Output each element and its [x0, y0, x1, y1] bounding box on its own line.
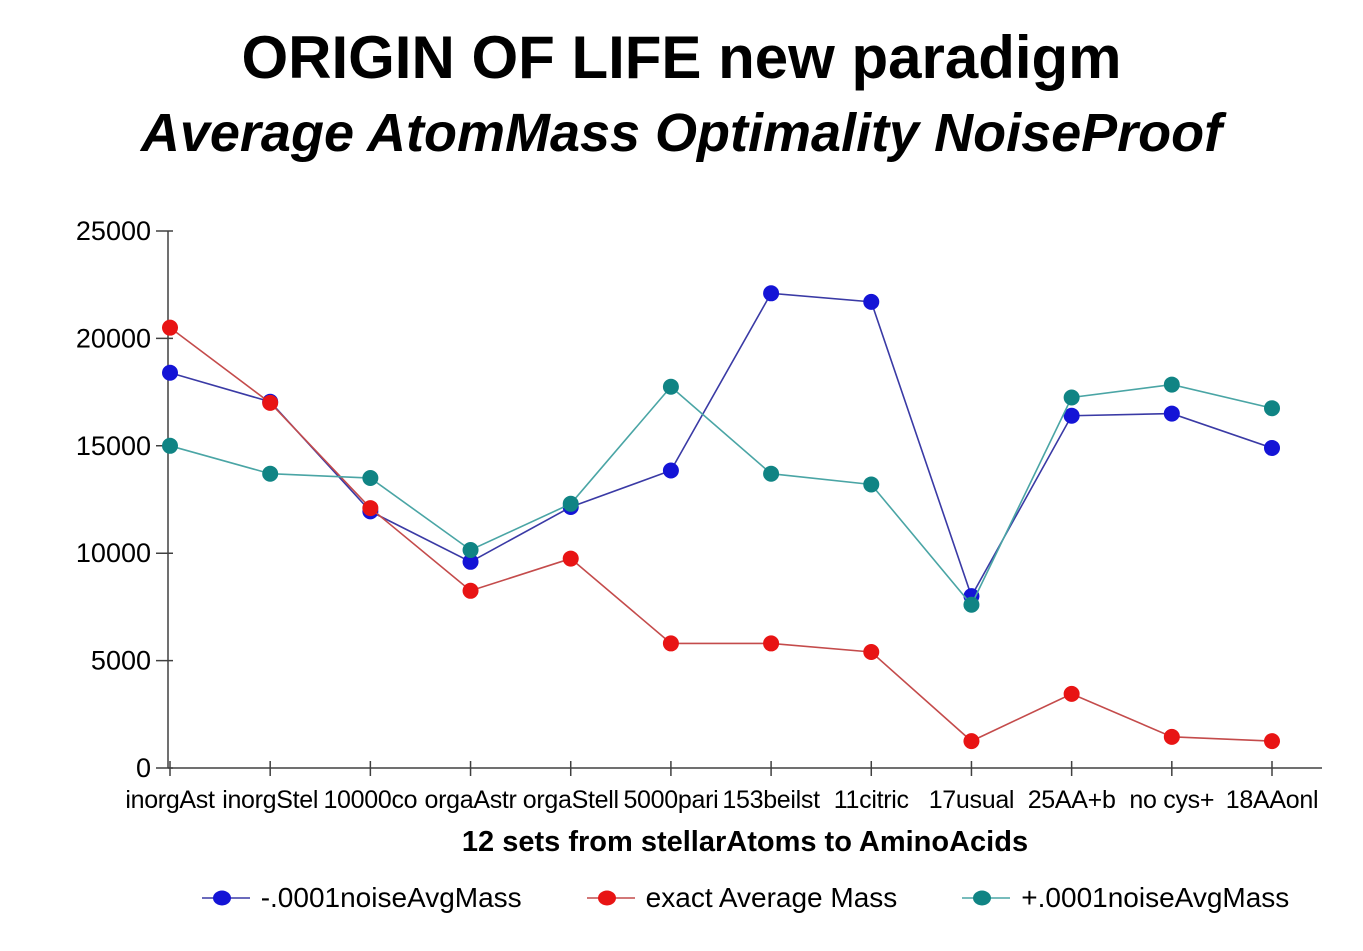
data-point-series2 — [462, 541, 479, 558]
x-tick-label: 25AA+b — [1028, 786, 1116, 814]
legend-label: +.0001noiseAvgMass — [1021, 882, 1290, 913]
x-axis-title: 12 sets from stellarAtoms to AminoAcids — [461, 826, 1029, 858]
data-point-series0 — [662, 462, 679, 479]
data-point-series2 — [162, 437, 178, 454]
y-tick-label: 10000 — [76, 538, 151, 568]
legend-marker-noise-minus — [201, 888, 251, 908]
x-tick-label: 11citric — [834, 786, 909, 814]
y-tick-label: 15000 — [76, 431, 151, 461]
data-point-series1 — [1063, 685, 1080, 702]
data-point-series1 — [1264, 733, 1280, 750]
legend-label: exact Average Mass — [645, 882, 898, 913]
legend-item-exact: exact Average Mass — [586, 882, 898, 914]
legend-marker-glyph — [962, 890, 1011, 906]
legend-marker-dot — [212, 890, 231, 906]
data-point-series0 — [1264, 439, 1280, 456]
data-point-series2 — [262, 465, 279, 482]
y-tick-label: 0 — [136, 753, 151, 783]
data-point-series2 — [763, 465, 780, 482]
data-point-series1 — [562, 550, 579, 567]
data-point-series1 — [662, 635, 679, 652]
x-tick-label: no cys+ — [1129, 786, 1214, 814]
data-point-series2 — [963, 596, 980, 613]
legend-marker-glyph — [201, 890, 250, 906]
data-point-series1 — [863, 644, 880, 661]
data-point-series0 — [1163, 405, 1180, 422]
legend: -.0001noiseAvgMass exact Average Mass +.… — [168, 882, 1322, 914]
legend-marker-dot — [973, 890, 992, 906]
y-tick-label: 5000 — [91, 646, 151, 676]
data-point-series0 — [863, 293, 880, 310]
data-point-series2 — [1063, 389, 1080, 406]
x-tick-label: 10000co — [323, 786, 417, 814]
legend-item-noise-minus: -.0001noiseAvgMass — [201, 882, 522, 914]
data-point-series0 — [1063, 407, 1080, 424]
chart-title: ORIGIN OF LIFE new paradigm — [241, 24, 1122, 91]
x-tick-label: inorgStel — [222, 786, 318, 814]
series-line-0 — [169, 292, 1273, 599]
legend-marker-glyph — [586, 890, 635, 906]
data-point-series1 — [763, 635, 780, 652]
data-point-series0 — [462, 553, 479, 570]
data-point-series1 — [1163, 728, 1180, 745]
data-point-series2 — [362, 470, 379, 487]
legend-marker-noise-plus — [961, 888, 1011, 908]
legend-label: -.0001noiseAvgMass — [260, 882, 522, 913]
x-tick-label: 18AAonl — [1226, 786, 1318, 814]
data-point-series2 — [863, 476, 880, 493]
chart-subtitle: Average AtomMass Optimality NoiseProof — [140, 103, 1223, 163]
x-tick-label: 153beilst — [722, 786, 820, 814]
legend-marker-exact — [586, 888, 636, 908]
data-point-series0 — [162, 364, 178, 381]
data-point-series2 — [1264, 400, 1280, 417]
x-tick-label: inorgAst — [125, 786, 215, 814]
x-tick-label: 17usual — [929, 786, 1014, 814]
x-tick-label: orgaStell — [523, 786, 619, 814]
data-point-series0 — [763, 285, 780, 302]
x-tick-label: 5000pari — [623, 786, 718, 814]
data-point-series1 — [462, 582, 479, 599]
legend-marker-dot — [597, 890, 616, 906]
data-point-series2 — [562, 495, 579, 512]
data-point-series1 — [162, 319, 178, 336]
series-line-1 — [169, 327, 1273, 743]
x-tick-label: orgaAstr — [424, 786, 516, 814]
y-tick-label: 20000 — [76, 323, 151, 353]
data-point-series1 — [262, 394, 279, 411]
data-point-series1 — [963, 733, 980, 750]
data-point-series1 — [362, 500, 379, 517]
data-point-series2 — [662, 378, 679, 395]
legend-item-noise-plus: +.0001noiseAvgMass — [961, 882, 1289, 914]
data-point-series2 — [1163, 376, 1180, 393]
y-tick-label: 25000 — [76, 216, 151, 246]
series-line-2 — [169, 383, 1273, 607]
